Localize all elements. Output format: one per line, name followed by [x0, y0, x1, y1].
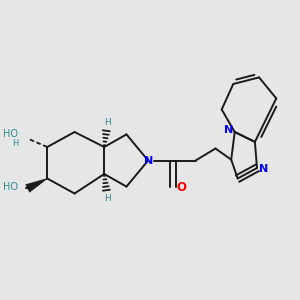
Text: N: N: [143, 155, 153, 166]
Text: H: H: [104, 118, 111, 127]
Text: N: N: [224, 124, 233, 135]
Text: H: H: [104, 194, 111, 203]
Polygon shape: [26, 178, 47, 192]
Text: O: O: [176, 181, 186, 194]
Text: HO: HO: [3, 182, 18, 192]
Text: HO: HO: [3, 129, 18, 140]
Text: N: N: [259, 164, 268, 174]
Text: H: H: [12, 140, 18, 148]
